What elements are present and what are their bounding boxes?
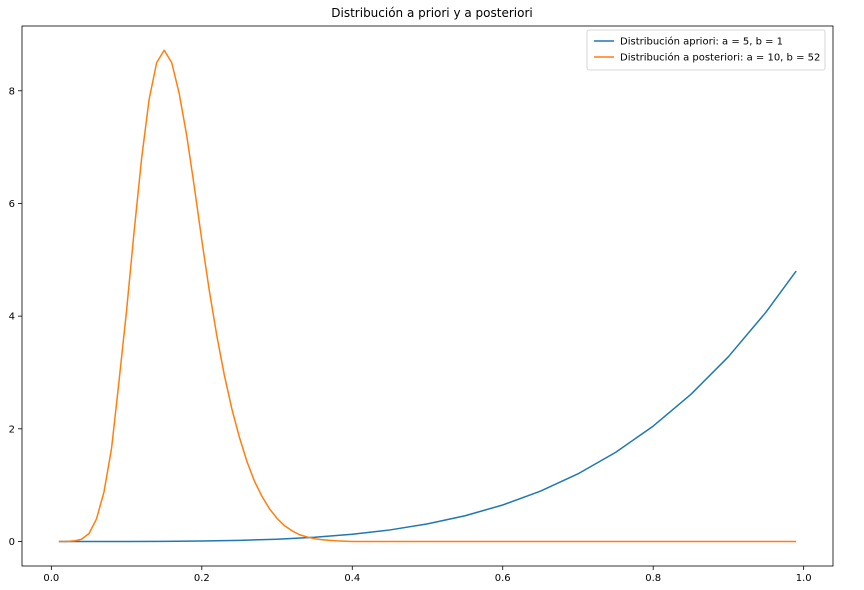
y-tick-label: 4 <box>9 312 15 323</box>
legend-box <box>586 29 826 71</box>
x-axis: 0.0 0.2 0.4 0.6 0.8 1.0 <box>43 566 812 584</box>
x-tick-label: 1.0 <box>796 573 812 584</box>
chart-title: Distribución a priori y a posteriori <box>331 6 532 20</box>
x-tick-label: 0.8 <box>645 573 661 584</box>
y-axis: 0 2 4 6 8 <box>9 86 22 548</box>
series-line-1 <box>58 270 797 543</box>
legend-label-1: Distribución apriori: a = 5, b = 1 <box>620 36 783 48</box>
x-tick-label: 0.0 <box>43 573 59 584</box>
legend: Distribución apriori: a = 5, b = 1 Distri… <box>586 29 826 71</box>
x-tick-label: 0.6 <box>495 573 511 584</box>
x-tick-label: 0.4 <box>344 573 360 584</box>
y-tick-label: 6 <box>9 199 15 210</box>
series-line-2 <box>58 49 797 543</box>
plot-frame <box>21 25 834 567</box>
y-tick-label: 2 <box>9 424 15 435</box>
y-tick-label: 8 <box>9 86 15 97</box>
plot-lines <box>58 49 797 543</box>
legend-label-2: Distribución a posteriori: a = 10, b = 5… <box>620 52 820 64</box>
y-tick-label: 0 <box>9 537 15 548</box>
x-tick-label: 0.2 <box>194 573 210 584</box>
